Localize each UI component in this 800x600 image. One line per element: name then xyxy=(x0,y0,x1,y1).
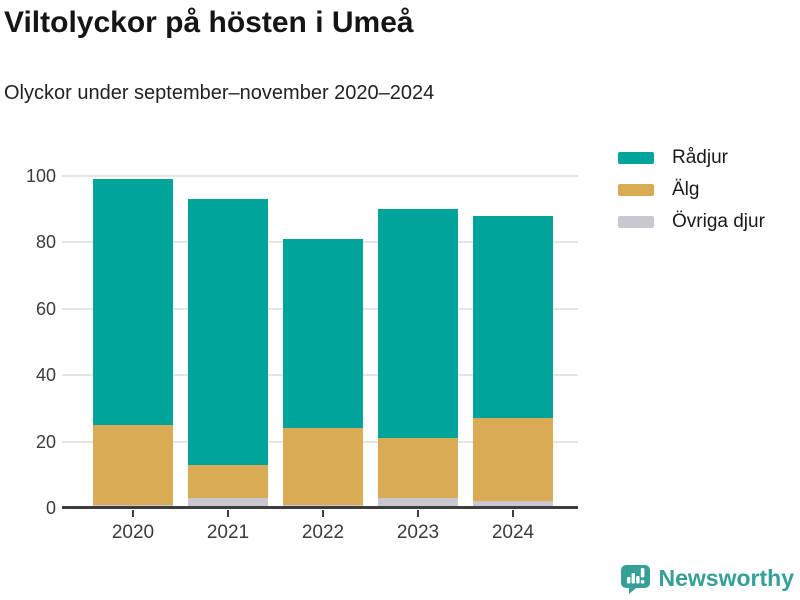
chart-title: Viltolyckor på hösten i Umeå xyxy=(4,6,414,39)
bar-segment-2021-Rådjur xyxy=(188,199,268,465)
bar-segment-2022-Rådjur xyxy=(283,239,363,429)
gridline-100 xyxy=(62,175,578,177)
y-label-20: 20 xyxy=(35,431,56,452)
legend-item-Älg: Älg xyxy=(618,174,765,206)
brand-footer[interactable]: Newsworthy xyxy=(620,563,794,594)
bar-segment-2020-Älg xyxy=(93,425,173,505)
legend-swatch-Älg xyxy=(618,184,654,196)
bar-segment-2023-Älg xyxy=(378,438,458,499)
y-label-40: 40 xyxy=(35,365,56,386)
plot-area: 2020 2021 2022 2023 2024 xyxy=(62,175,578,543)
bar-segment-2024-Älg xyxy=(473,418,553,502)
x-label-2024: 2024 xyxy=(491,522,535,543)
brand-name: Newsworthy xyxy=(658,565,794,591)
legend-swatch-Övriga djur xyxy=(618,216,654,228)
legend-label-Rådjur: Rådjur xyxy=(672,147,728,168)
y-label-80: 80 xyxy=(35,232,56,253)
bar-segment-2021-Övriga djur xyxy=(188,498,268,508)
y-label-60: 60 xyxy=(35,298,56,319)
bar-segment-2021-Älg xyxy=(188,464,268,499)
x-tick-2024 xyxy=(512,510,514,517)
bar-segment-2022-Älg xyxy=(283,428,363,505)
bar-segment-2024-Övriga djur xyxy=(473,501,553,508)
x-label-2022: 2022 xyxy=(301,522,345,543)
legend-item-Övriga djur: Övriga djur xyxy=(618,206,765,238)
bar-segment-2023-Övriga djur xyxy=(378,498,458,508)
bar-segment-2024-Rådjur xyxy=(473,215,553,419)
y-axis-labels: 0 20 40 60 80 100 xyxy=(16,166,56,518)
legend-item-Rådjur: Rådjur xyxy=(618,142,765,174)
x-tick-2023 xyxy=(417,510,419,517)
x-label-2020: 2020 xyxy=(111,522,155,543)
x-tick-2020 xyxy=(132,510,134,517)
y-label-0: 0 xyxy=(45,498,56,518)
x-axis-line xyxy=(62,506,578,509)
legend-label-Älg: Älg xyxy=(672,179,700,200)
newsworthy-logo-icon xyxy=(620,563,651,594)
bar-segment-2020-Rådjur xyxy=(93,179,173,425)
legend-swatch-Rådjur xyxy=(618,152,654,164)
chart-subtitle: Olyckor under september–november 2020–20… xyxy=(4,82,435,104)
x-tick-2022 xyxy=(322,510,324,517)
legend: Rådjur Älg Övriga djur xyxy=(618,142,765,238)
x-label-2023: 2023 xyxy=(396,522,440,543)
x-label-2021: 2021 xyxy=(206,522,250,543)
bar-segment-2023-Rådjur xyxy=(378,209,458,439)
legend-label-Övriga djur: Övriga djur xyxy=(672,211,765,232)
y-label-100: 100 xyxy=(25,166,56,186)
x-tick-2021 xyxy=(227,510,229,517)
